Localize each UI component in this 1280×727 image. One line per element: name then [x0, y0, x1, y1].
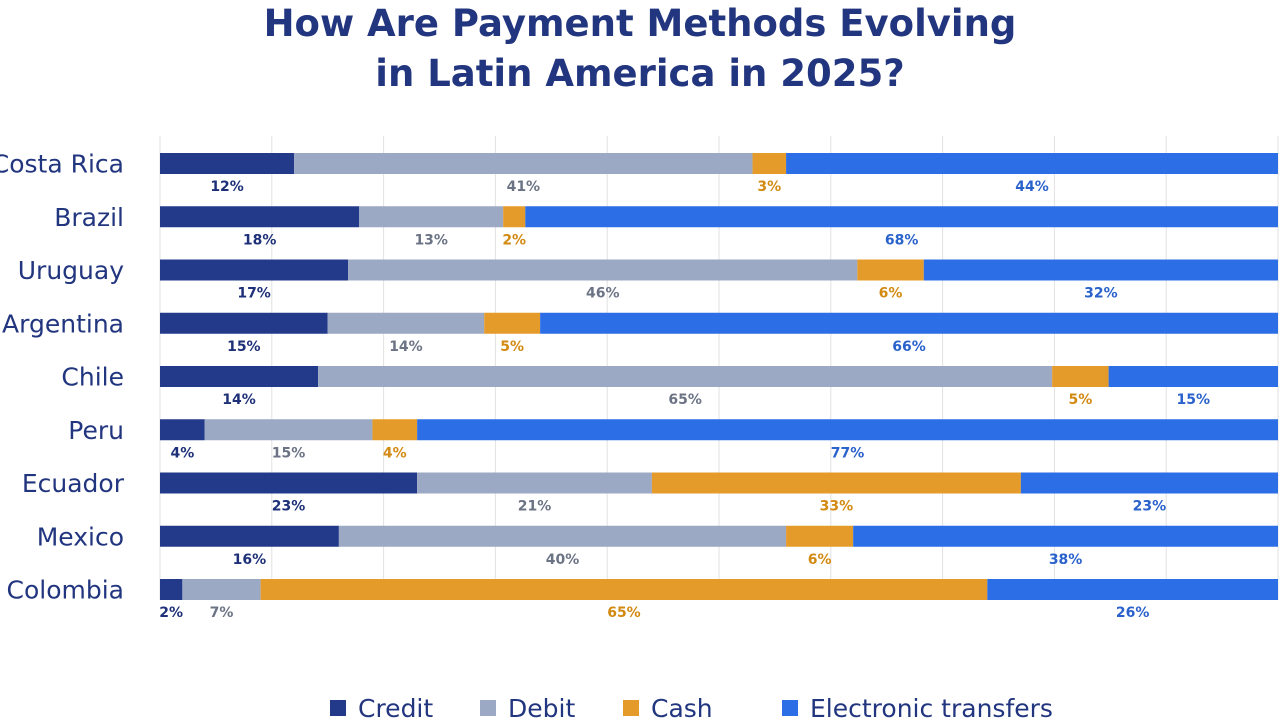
value-label-uruguay-electronic-transfers: 32% [1084, 286, 1118, 302]
category-label-brazil: Brazil [54, 203, 124, 232]
value-label-colombia-cash: 65% [607, 605, 641, 621]
bar-ecuador-electronic-transfers [1020, 472, 1278, 494]
value-label-colombia-electronic-transfers: 26% [1116, 605, 1150, 621]
bar-peru-cash [372, 419, 418, 441]
bar-chile-electronic-transfers [1108, 366, 1278, 387]
legend-swatch-electronic-transfers [782, 700, 798, 716]
value-label-mexico-debit: 40% [546, 552, 580, 568]
value-label-argentina-credit: 15% [227, 339, 261, 355]
value-label-peru-electronic-transfers: 77% [831, 445, 865, 461]
legend-swatch-credit [330, 700, 346, 716]
value-label-peru-cash: 4% [383, 445, 407, 461]
value-label-costa-rica-credit: 12% [210, 179, 244, 195]
legend-swatch-debit [480, 700, 496, 716]
chart-title-line-1: How Are Payment Methods Evolving [264, 2, 1017, 45]
value-label-chile-electronic-transfers: 15% [1177, 392, 1211, 408]
bar-brazil-cash [503, 206, 526, 228]
bars [160, 153, 1278, 600]
value-label-brazil-electronic-transfers: 68% [885, 232, 919, 248]
bar-brazil-debit [359, 206, 504, 228]
bar-peru-credit [160, 419, 205, 441]
value-label-chile-cash: 5% [1068, 392, 1092, 408]
value-label-peru-debit: 15% [272, 445, 306, 461]
category-label-colombia: Colombia [7, 576, 124, 605]
legend-label-electronic-transfers: Electronic transfers [810, 694, 1053, 723]
bar-mexico-debit [338, 525, 787, 547]
category-label-chile: Chile [61, 363, 124, 392]
category-label-ecuador: Ecuador [22, 469, 125, 498]
value-label-ecuador-debit: 21% [518, 499, 552, 515]
bar-brazil-electronic-transfers [525, 206, 1278, 228]
value-label-ecuador-electronic-transfers: 23% [1133, 499, 1167, 515]
bar-uruguay-debit [348, 259, 858, 281]
bar-mexico-cash [786, 525, 854, 547]
value-label-costa-rica-electronic-transfers: 44% [1015, 179, 1049, 195]
bar-peru-electronic-transfers [417, 419, 1278, 441]
value-label-argentina-cash: 5% [500, 339, 524, 355]
value-label-mexico-credit: 16% [233, 552, 267, 568]
value-label-uruguay-debit: 46% [586, 286, 620, 302]
value-label-uruguay-cash: 6% [879, 286, 903, 302]
bar-argentina-credit [160, 312, 328, 334]
bar-chile-credit [160, 366, 319, 387]
bar-colombia-credit [160, 579, 183, 600]
value-label-brazil-cash: 2% [502, 232, 526, 248]
value-label-uruguay-credit: 17% [237, 286, 271, 302]
value-label-mexico-electronic-transfers: 38% [1049, 552, 1083, 568]
bar-ecuador-cash [651, 472, 1021, 494]
bar-costa-rica-debit [294, 153, 753, 174]
value-label-colombia-credit: 2% [159, 605, 183, 621]
category-label-peru: Peru [68, 416, 124, 445]
bar-colombia-cash [260, 579, 988, 600]
value-labels: 12% 41% 3% 44% 18% 13% 2% 68% 17% 46% 6% 32% 15% 14% 5… [159, 179, 1210, 621]
bar-argentina-electronic-transfers [540, 312, 1278, 334]
bar-argentina-debit [327, 312, 485, 334]
category-label-costa-rica: Costa Rica [0, 150, 124, 179]
bar-costa-rica-cash [752, 153, 787, 174]
value-label-brazil-debit: 13% [414, 232, 448, 248]
legend-label-debit: Debit [508, 694, 575, 723]
bar-brazil-credit [160, 206, 360, 228]
bar-uruguay-credit [160, 259, 349, 281]
value-label-ecuador-credit: 23% [272, 499, 306, 515]
legend-label-cash: Cash [651, 694, 713, 723]
chart-title-line-2: in Latin America in 2025? [375, 52, 904, 95]
bar-uruguay-cash [857, 259, 924, 281]
value-label-colombia-debit: 7% [210, 605, 234, 621]
bar-chile-cash [1052, 366, 1109, 387]
bar-ecuador-credit [160, 472, 418, 494]
bar-costa-rica-credit [160, 153, 295, 174]
bar-uruguay-electronic-transfers [923, 259, 1278, 281]
value-label-ecuador-cash: 33% [820, 499, 854, 515]
value-label-mexico-cash: 6% [808, 552, 832, 568]
chart-title: How Are Payment Methods Evolving in Lati… [264, 2, 1017, 95]
bar-mexico-electronic-transfers [853, 525, 1278, 547]
category-labels: Costa Rica Brazil Uruguay Argentina Chile Per… [0, 150, 125, 605]
value-label-costa-rica-cash: 3% [757, 179, 781, 195]
legend-swatch-cash [623, 700, 639, 716]
value-label-chile-credit: 14% [222, 392, 256, 408]
value-label-costa-rica-debit: 41% [507, 179, 541, 195]
value-label-peru-credit: 4% [170, 445, 194, 461]
category-label-uruguay: Uruguay [18, 256, 124, 285]
bar-colombia-electronic-transfers [987, 579, 1278, 600]
legend-label-credit: Credit [358, 694, 433, 723]
bar-chile-debit [318, 366, 1053, 387]
bar-peru-debit [204, 419, 373, 441]
bar-costa-rica-electronic-transfers [786, 153, 1278, 174]
bar-argentina-cash [484, 312, 541, 334]
bar-colombia-debit [182, 579, 261, 600]
value-label-argentina-electronic-transfers: 66% [892, 339, 926, 355]
category-label-mexico: Mexico [37, 522, 124, 551]
value-label-brazil-credit: 18% [243, 232, 277, 248]
category-label-argentina: Argentina [2, 309, 124, 338]
value-label-argentina-debit: 14% [389, 339, 423, 355]
value-label-chile-debit: 65% [668, 392, 702, 408]
bar-mexico-credit [160, 525, 339, 547]
bar-ecuador-debit [417, 472, 652, 494]
legend: Credit Debit Cash Electronic transfers [330, 694, 1053, 723]
